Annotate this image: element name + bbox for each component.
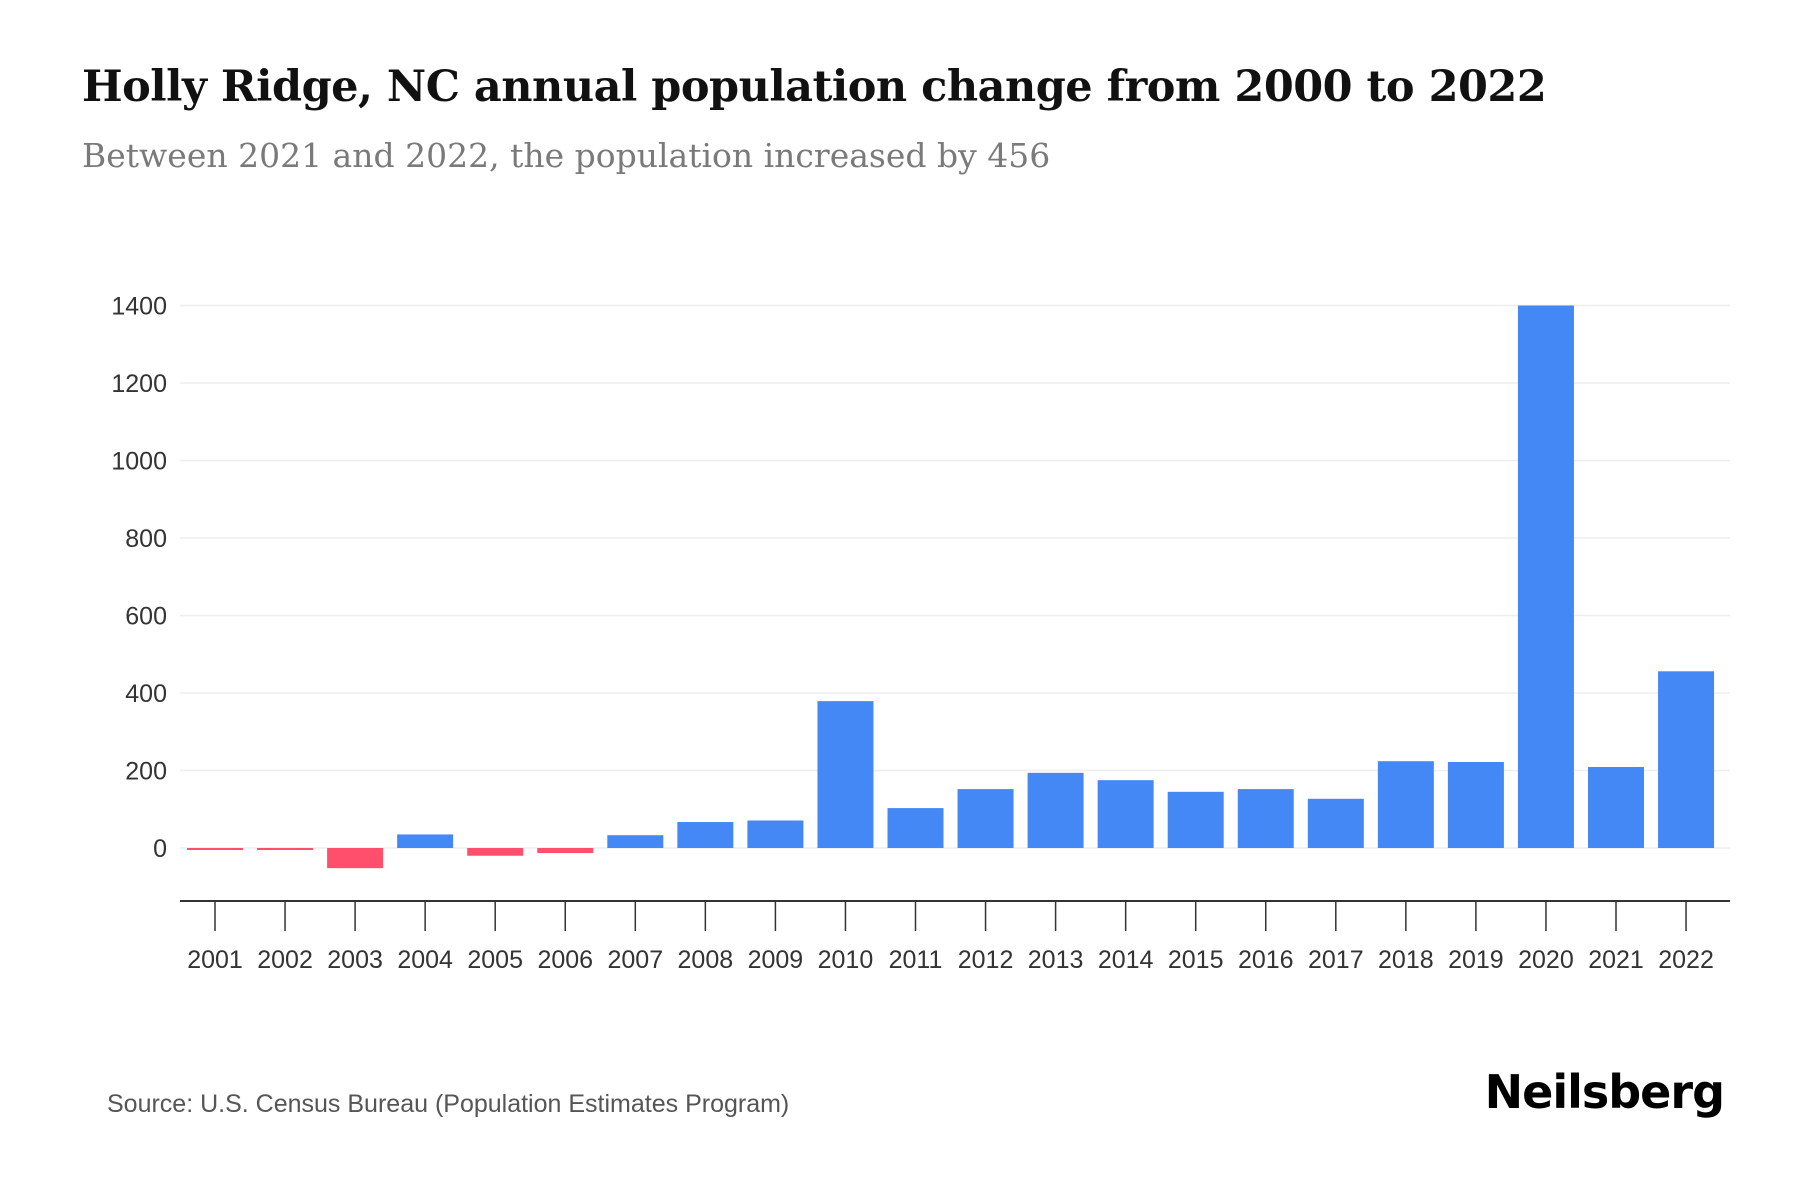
bar-2005 <box>467 848 524 856</box>
y-tick-label: 600 <box>125 603 167 631</box>
x-tick-label: 2013 <box>1028 946 1084 974</box>
y-tick-label: 0 <box>153 835 167 863</box>
bar-2002 <box>257 848 314 850</box>
x-tick-label: 2015 <box>1168 946 1224 974</box>
y-tick-label: 400 <box>125 680 167 708</box>
brand-logo: Neilsberg <box>1484 1065 1725 1119</box>
bar-2019 <box>1447 761 1504 848</box>
x-tick-label: 2011 <box>889 946 943 974</box>
chart-subtitle: Between 2021 and 2022, the population in… <box>82 136 1051 175</box>
x-tick-label: 2014 <box>1098 946 1154 974</box>
bar-2013 <box>1027 772 1084 848</box>
bar-2020 <box>1517 305 1574 848</box>
x-tick-label: 2021 <box>1588 946 1644 974</box>
bar-2011 <box>887 808 944 848</box>
bar-2018 <box>1377 761 1434 848</box>
y-tick-label: 200 <box>125 758 167 786</box>
bar-2003 <box>327 848 384 869</box>
x-tick-label: 2006 <box>537 946 593 974</box>
bar-2006 <box>537 848 594 854</box>
y-tick-label: 1200 <box>111 370 167 398</box>
bar-2021 <box>1588 767 1644 848</box>
bar-2012 <box>957 789 1014 848</box>
x-tick-label: 2020 <box>1518 946 1574 974</box>
x-tick-label: 2005 <box>467 946 523 974</box>
chart-title: Holly Ridge, NC annual population change… <box>82 62 1547 112</box>
source-note: Source: U.S. Census Bureau (Population E… <box>107 1090 790 1118</box>
x-tick-label: 2001 <box>187 946 243 974</box>
bar-2009 <box>747 820 804 848</box>
bar-2007 <box>607 835 664 848</box>
bar-2015 <box>1167 791 1224 848</box>
x-tick-label: 2009 <box>748 946 804 974</box>
x-tick-label: 2012 <box>958 946 1014 974</box>
y-tick-label: 1000 <box>111 448 167 476</box>
bar-2022 <box>1658 671 1715 848</box>
bar-2017 <box>1307 798 1364 848</box>
x-tick-label: 2007 <box>607 946 663 974</box>
bar-2001 <box>187 848 243 850</box>
y-tick-label: 800 <box>125 525 167 553</box>
y-tick-label: 1400 <box>111 293 167 321</box>
bar-2008 <box>677 822 734 848</box>
x-tick-label: 2019 <box>1448 946 1504 974</box>
bar-2014 <box>1097 780 1154 848</box>
x-tick-label: 2008 <box>678 946 734 974</box>
bar-2016 <box>1237 789 1294 848</box>
x-tick-label: 2003 <box>327 946 383 974</box>
bar-2010 <box>817 701 874 848</box>
bar-2004 <box>397 834 454 848</box>
x-tick-label: 2004 <box>397 946 453 974</box>
x-tick-label: 2022 <box>1658 946 1714 974</box>
x-tick-label: 2018 <box>1378 946 1434 974</box>
x-tick-label: 2010 <box>818 946 874 974</box>
x-tick-label: 2002 <box>257 946 313 974</box>
x-tick-label: 2017 <box>1308 946 1364 974</box>
x-tick-label: 2016 <box>1238 946 1294 974</box>
